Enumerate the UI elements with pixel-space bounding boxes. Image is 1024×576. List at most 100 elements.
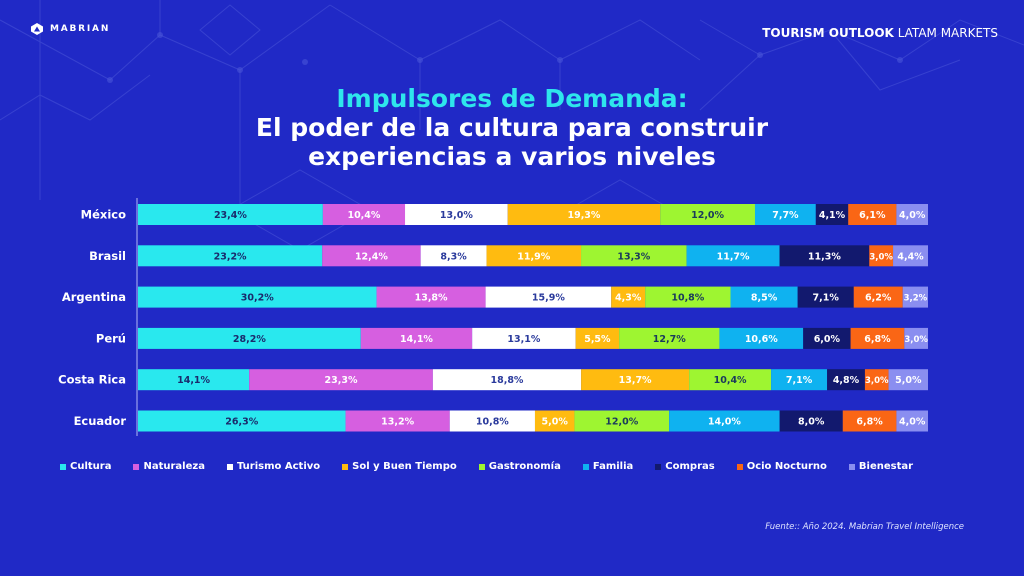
bar-segment [138, 410, 346, 432]
data-label: 8,0% [798, 417, 825, 428]
data-label: 6,1% [859, 210, 886, 221]
data-label: 23,4% [214, 210, 247, 221]
legend-swatch [60, 463, 66, 470]
bar-segment [581, 245, 687, 267]
data-label: 5,0% [542, 417, 569, 428]
bar-segment [815, 204, 849, 225]
bar-segment [669, 410, 780, 432]
bar-segment [138, 327, 361, 349]
data-label: 12,4% [355, 251, 388, 262]
data-label: 14,1% [177, 375, 210, 386]
data-label: 14,0% [708, 417, 741, 428]
bar-segment [893, 245, 928, 267]
bar-segment [645, 286, 731, 308]
bar-segment [322, 245, 421, 267]
bar-segment [138, 286, 377, 308]
data-label: 3,0% [865, 376, 889, 386]
bar-segment [842, 410, 897, 432]
legend-item: Cultura [60, 461, 111, 472]
data-label: 13,7% [619, 375, 652, 386]
bar-segment [771, 369, 828, 391]
data-label: 15,9% [532, 293, 565, 304]
bar-segment [853, 286, 903, 308]
data-label: 18,8% [490, 375, 523, 386]
data-label: 4,8% [833, 375, 860, 386]
bar-segment [138, 204, 323, 225]
data-label: 7,7% [772, 210, 799, 221]
source-note: Fuente:: Año 2024. Mabrian Travel Intell… [765, 522, 964, 532]
bar-segment [507, 204, 661, 225]
data-label: 30,2% [241, 293, 274, 304]
data-label: 12,0% [691, 210, 724, 221]
chart-title: Impulsores de Demanda: El poder de la cu… [0, 84, 1024, 171]
title-line-2: El poder de la cultura para construir [255, 113, 769, 142]
legend-item: Sol y Buen Tiempo [342, 461, 457, 472]
bar-segment [686, 245, 780, 267]
category-label: Costa Rica [58, 373, 126, 387]
bar-segment [689, 369, 772, 391]
bar-segment [138, 245, 323, 267]
bar-segment [754, 204, 816, 225]
bar-segment [486, 245, 582, 267]
legend-label: Compras [665, 461, 715, 472]
legend-swatch [655, 463, 662, 470]
bar-segment [850, 327, 905, 349]
bar-segment [485, 286, 612, 308]
legend-label: Sol y Buen Tiempo [352, 461, 457, 472]
data-label: 4,1% [819, 210, 846, 221]
data-label: 11,7% [717, 251, 750, 262]
data-label: 23,3% [325, 375, 358, 386]
data-label: 13,1% [507, 334, 540, 345]
report-title-bold: TOURISM OUTLOOK [762, 26, 894, 40]
data-label: 10,8% [476, 417, 509, 428]
bar-segment [138, 369, 250, 391]
bar-segment [904, 327, 928, 349]
bar-segment [420, 245, 487, 267]
data-label: 3,2% [904, 294, 928, 304]
report-title-light: LATAM MARKETS [897, 26, 998, 40]
legend-item: Familia [582, 461, 634, 472]
data-label: 12,7% [653, 334, 686, 345]
legend-item: Bienestar [848, 461, 914, 472]
data-label: 3,0% [869, 252, 893, 262]
data-label: 6,2% [865, 293, 892, 304]
legend-item: Turismo Activo [226, 461, 320, 472]
bar-segment [472, 327, 576, 349]
data-label: 19,3% [567, 210, 600, 221]
legend-label: Gastronomía [488, 461, 561, 472]
legend-label: Naturaleza [143, 461, 205, 472]
bar-segment [360, 327, 473, 349]
legend-swatch [133, 463, 140, 470]
bar-segment [779, 245, 870, 267]
bar-segment [896, 204, 928, 225]
data-label: 13,2% [381, 417, 414, 428]
title-line-3: experiencias a varios niveles [308, 142, 716, 171]
category-label: Brasil [89, 249, 126, 263]
bar-segment [376, 286, 486, 308]
bar-segment [848, 204, 897, 225]
bar-segment [797, 286, 854, 308]
legend-item: Ocio Nocturno [736, 461, 827, 472]
chart-legend: Cultura Naturaleza Turismo Activo Sol y Bue… [60, 461, 935, 472]
legend-label: Bienestar [858, 461, 914, 472]
data-label: 26,3% [225, 417, 258, 428]
legend-label: Familia [592, 461, 634, 472]
bar-segment [619, 327, 720, 349]
mabrian-logo-icon [31, 23, 43, 35]
bar-segment [574, 410, 670, 432]
bar-segment [249, 369, 433, 391]
data-label: 13,8% [415, 293, 448, 304]
bar-segment [660, 204, 755, 225]
data-label: 5,5% [584, 334, 611, 345]
bar-segment [575, 327, 620, 349]
data-label: 13,0% [440, 210, 473, 221]
data-label: 3,0% [904, 335, 928, 345]
data-label: 4,0% [899, 417, 926, 428]
category-label: Argentina [62, 290, 126, 304]
legend-swatch [478, 463, 485, 470]
bar-segment [581, 369, 690, 391]
bar-segment [779, 410, 843, 432]
data-label: 4,4% [897, 251, 924, 262]
data-label: 4,0% [899, 210, 926, 221]
